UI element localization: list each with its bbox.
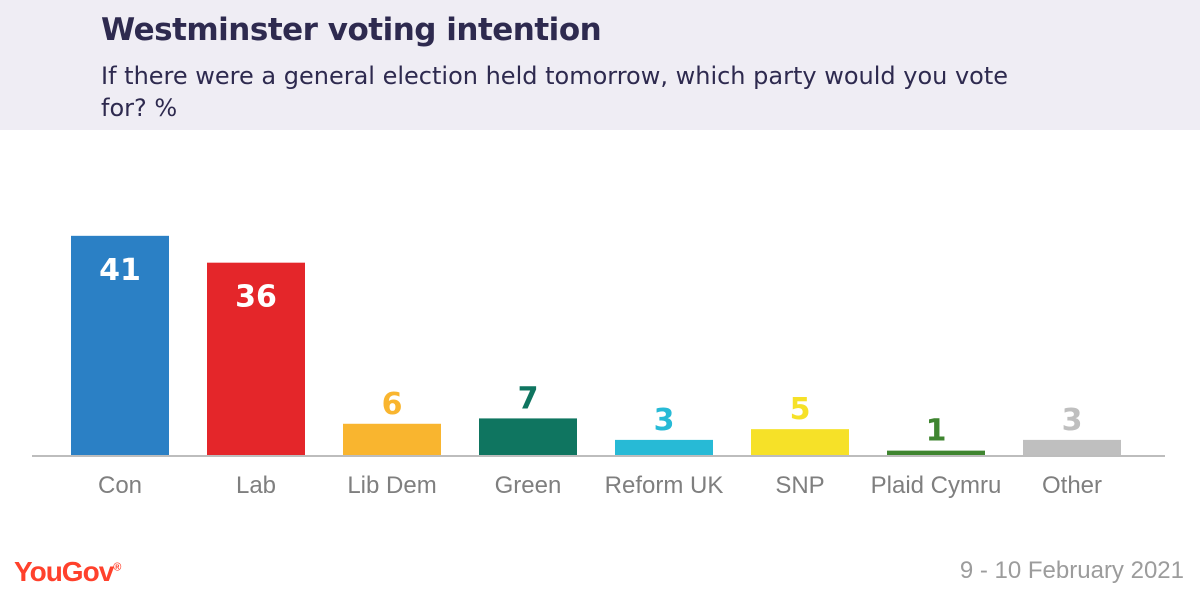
chart-subtitle: If there were a general election held to… (101, 62, 1009, 122)
category-label-lab: Lab (236, 472, 276, 499)
registered-mark: ® (113, 561, 122, 574)
category-label-con: Con (98, 472, 142, 499)
value-label-green: 7 (518, 381, 539, 416)
chart-title: Westminster voting intention (101, 12, 602, 48)
bar-chart: 41 Con 36 Lab 6 Lib Dem 7 Green 3 Reform UK 5 SNP 1 P… (32, 235, 1165, 499)
bar-plaid-cymru (887, 450, 985, 456)
yougov-logo: YouGov® (14, 556, 121, 588)
category-label-snp: SNP (775, 472, 824, 499)
value-label-snp: 5 (790, 392, 811, 427)
brand-name: YouGov (14, 556, 114, 587)
value-label-lab: 36 (235, 280, 277, 315)
value-label-lib-dem: 6 (382, 387, 403, 422)
category-label-green: Green (495, 472, 562, 499)
fieldwork-date: 9 - 10 February 2021 (959, 557, 1184, 584)
bar-other (1023, 439, 1121, 456)
chart-header: Westminster voting intention If there we… (0, 0, 1200, 130)
bar-reform-uk (615, 439, 713, 456)
bar-lab (207, 262, 305, 456)
category-label-reform-uk: Reform UK (605, 472, 724, 499)
value-label-other: 3 (1062, 403, 1083, 438)
category-label-lib-dem: Lib Dem (347, 472, 436, 499)
value-label-reform-uk: 3 (654, 403, 675, 438)
bars-group (71, 235, 1121, 456)
bar-con (71, 235, 169, 456)
category-label-other: Other (1042, 472, 1102, 499)
category-label-plaid-cymru: Plaid Cymru (871, 472, 1002, 499)
value-label-plaid-cymru: 1 (926, 414, 947, 449)
bar-green (479, 418, 577, 456)
value-label-con: 41 (99, 253, 141, 288)
bar-lib-dem (343, 423, 441, 456)
labels-group: 41 Con 36 Lab 6 Lib Dem 7 Green 3 Reform UK 5 SNP 1 P… (98, 253, 1102, 499)
bar-snp (751, 429, 849, 456)
